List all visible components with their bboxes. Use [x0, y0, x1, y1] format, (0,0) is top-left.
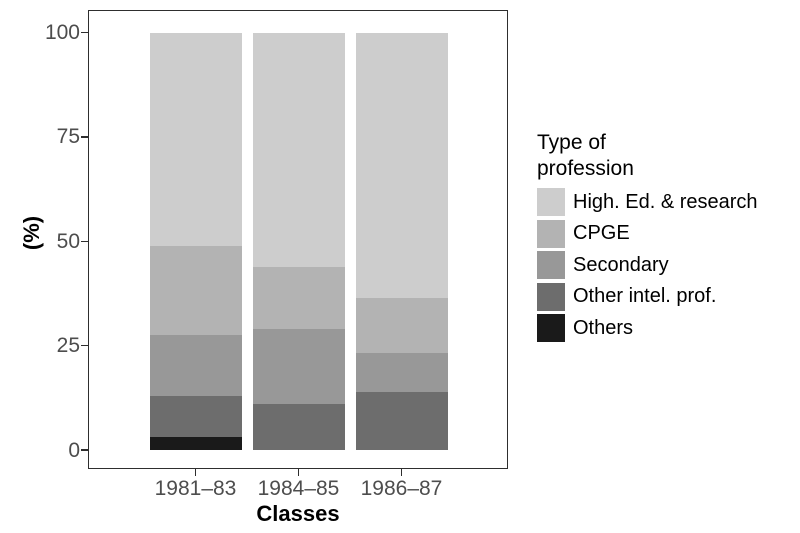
bar-segment [149, 245, 242, 336]
y-tick-label: 25 [56, 334, 80, 358]
x-tick-mark [194, 469, 197, 476]
x-tick-mark [297, 469, 300, 476]
legend-swatch [537, 251, 565, 279]
y-axis-title: (%) [19, 215, 44, 251]
legend-swatch [537, 314, 565, 342]
legend-title-line2: profession [537, 157, 634, 180]
bar-segment [355, 298, 448, 354]
y-tick-label: 50 [56, 229, 80, 253]
legend-item-label: High. Ed. & research [573, 190, 758, 213]
legend-item-label: Other intel. prof. [573, 285, 717, 307]
legend-item: CPGE [537, 219, 758, 248]
bar-segment [149, 436, 242, 450]
y-tick-label: 75 [56, 125, 80, 149]
x-tick-label: 1986–87 [360, 477, 443, 500]
bar-segment [355, 391, 448, 450]
legend-item-label: CPGE [573, 222, 630, 244]
y-tick-mark [81, 344, 88, 347]
bar-segment [252, 404, 345, 450]
bar-segment [149, 335, 242, 397]
legend-swatch [537, 219, 565, 248]
legend-item-label: Secondary [573, 253, 669, 276]
y-tick-label: 0 [68, 438, 80, 462]
legend-swatch [537, 188, 565, 216]
bar-segment [355, 32, 448, 299]
bar-segment [252, 267, 345, 329]
bar-segment [252, 328, 345, 405]
bar-segment [355, 353, 448, 392]
legend-items: High. Ed. & research CPGE Secondary Other i… [537, 188, 758, 342]
legend-title-line1: Type of [537, 131, 606, 154]
legend: Type of profession High. Ed. & research C… [537, 130, 758, 342]
y-tick-mark [81, 31, 88, 34]
bar-segment [252, 32, 345, 268]
x-tick-label: 1984–85 [257, 477, 340, 500]
y-tick-mark [81, 136, 88, 138]
legend-swatch [537, 282, 565, 311]
legend-item: Other intel. prof. [537, 282, 758, 311]
legend-item-label: Others [573, 316, 634, 339]
x-axis-title: Classes [256, 501, 340, 526]
bar-segment [149, 396, 242, 437]
bar-segment [149, 32, 242, 246]
legend-title: Type of profession [537, 130, 758, 182]
y-tick-label: 100 [44, 21, 80, 44]
y-tick-mark [81, 240, 88, 242]
x-tick-mark [400, 469, 403, 476]
legend-item: High. Ed. & research [537, 188, 758, 216]
legend-item: Secondary [537, 251, 758, 279]
y-tick-mark [81, 449, 88, 451]
legend-item: Others [537, 314, 758, 342]
x-tick-label: 1981–83 [154, 477, 237, 500]
